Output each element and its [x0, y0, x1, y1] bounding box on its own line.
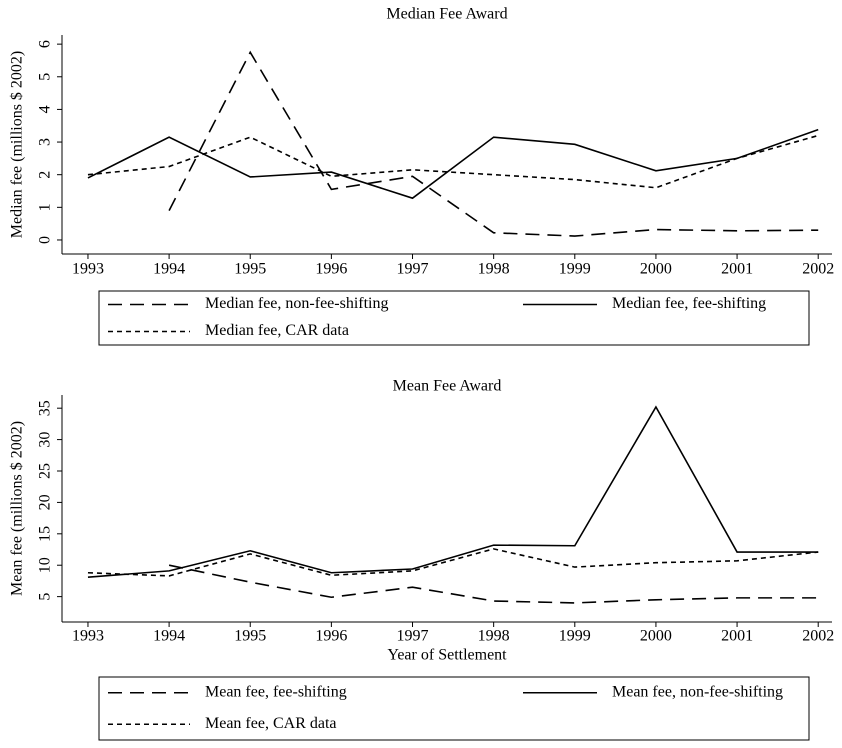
- y-tick-label: 15: [37, 526, 54, 542]
- x-tick-label: 1998: [478, 261, 510, 278]
- y-axis-label: Median fee (millions $ 2002): [9, 51, 26, 239]
- x-tick-label: 2002: [802, 628, 834, 645]
- x-axis-label: Year of Settlement: [387, 647, 507, 664]
- series-line: [87, 548, 819, 577]
- legend-label: Mean fee, fee-shifting: [205, 683, 347, 700]
- y-tick-label: 6: [37, 40, 54, 48]
- y-tick-label: 5: [37, 73, 54, 81]
- x-tick-label: 1997: [397, 628, 429, 645]
- x-tick-label: 1999: [559, 261, 591, 278]
- x-tick-label: 1994: [153, 628, 185, 645]
- x-tick-label: 1996: [315, 628, 347, 645]
- x-tick-label: 2001: [721, 628, 753, 645]
- x-tick-label: 1993: [72, 261, 104, 278]
- legend-label: Mean fee, non-fee-shifting: [612, 683, 783, 700]
- x-tick-label: 2002: [802, 261, 834, 278]
- x-tick-label: 1995: [234, 628, 266, 645]
- series-line: [87, 134, 819, 189]
- y-tick-label: 30: [37, 432, 54, 448]
- y-axis-label: Mean fee (millions $ 2002): [9, 421, 26, 596]
- x-tick-label: 1994: [153, 261, 185, 278]
- legend-box: [98, 676, 810, 741]
- x-tick-label: 1997: [397, 261, 429, 278]
- legend-label: Median fee, CAR data: [205, 322, 349, 339]
- x-tick-label: 2001: [721, 261, 753, 278]
- legend-label: Mean fee, CAR data: [205, 715, 337, 732]
- series-line: [168, 564, 819, 604]
- legend-box: [98, 290, 810, 346]
- y-tick-label: 20: [37, 494, 54, 510]
- x-tick-label: 1996: [315, 261, 347, 278]
- series-line: [87, 405, 819, 578]
- legend-label: Median fee, non-fee-shifting: [205, 295, 388, 312]
- x-tick-label: 2000: [640, 628, 672, 645]
- x-tick-label: 1993: [72, 628, 104, 645]
- chart-title: Mean Fee Award: [393, 378, 502, 395]
- y-tick-label: 10: [37, 557, 54, 573]
- y-tick-label: 35: [37, 400, 54, 416]
- series-line: [168, 50, 819, 237]
- y-tick-label: 4: [37, 105, 54, 113]
- series-line: [87, 128, 819, 200]
- x-tick-label: 1998: [478, 628, 510, 645]
- x-tick-label: 1999: [559, 628, 591, 645]
- x-tick-label: 1995: [234, 261, 266, 278]
- legend-label: Median fee, fee-shifting: [612, 295, 766, 312]
- chart-title: Median Fee Award: [386, 6, 507, 23]
- y-tick-label: 2: [37, 171, 54, 179]
- y-tick-label: 5: [37, 593, 54, 601]
- x-tick-label: 2000: [640, 261, 672, 278]
- y-tick-label: 3: [37, 138, 54, 146]
- y-tick-label: 1: [37, 203, 54, 211]
- y-tick-label: 0: [37, 236, 54, 244]
- y-tick-label: 25: [37, 463, 54, 479]
